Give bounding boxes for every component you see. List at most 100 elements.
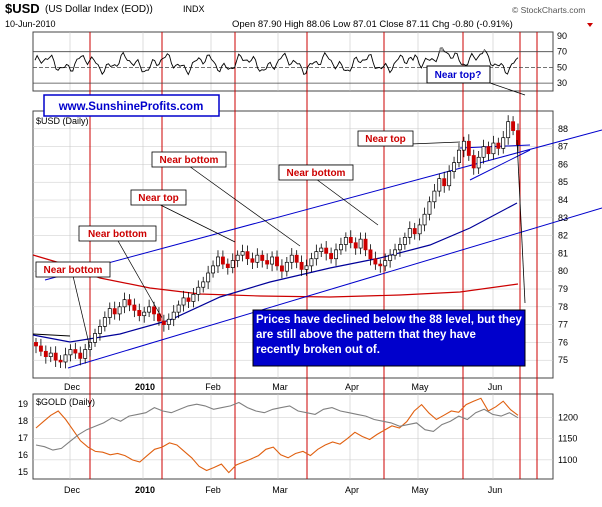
candle-body xyxy=(516,130,520,145)
x-tick-label: Feb xyxy=(205,382,221,392)
candle-body xyxy=(127,299,132,306)
price-tick-label: 85 xyxy=(558,177,568,187)
gold-right-tick: 1100 xyxy=(558,455,577,465)
candle-body xyxy=(206,272,211,283)
candle-body xyxy=(466,140,471,156)
candle-body xyxy=(275,256,279,267)
x-tick-label: Feb xyxy=(205,485,221,495)
x-tick-label: May xyxy=(411,485,429,495)
candle-body xyxy=(511,121,516,131)
candle-body xyxy=(501,137,506,149)
candle-body xyxy=(265,260,270,265)
candle-body xyxy=(43,350,48,357)
candle-body xyxy=(176,304,181,313)
candle-body xyxy=(230,260,235,268)
x-tick-label: Jun xyxy=(488,485,503,495)
annotation-pointer xyxy=(188,165,301,247)
candle-body xyxy=(161,320,166,325)
candle-body xyxy=(216,256,220,267)
annotation-pointer xyxy=(315,178,379,226)
ma-50-line xyxy=(32,202,518,343)
candle-body xyxy=(476,156,481,169)
gold-right-tick: 1200 xyxy=(558,412,578,422)
annotation-pointer xyxy=(72,275,91,349)
candle-body xyxy=(363,238,368,251)
x-tick-label: 2010 xyxy=(135,485,155,495)
price-tick-label: 88 xyxy=(558,124,568,134)
date-text: 10-Jun-2010 xyxy=(5,19,56,29)
lower-channel-line xyxy=(67,207,602,369)
candle-body xyxy=(319,247,324,252)
candle-body xyxy=(270,256,275,265)
gold-left-tick: 18 xyxy=(18,416,28,426)
annotation-label: Near bottom xyxy=(88,229,147,240)
candle-body xyxy=(196,286,201,295)
candle-body xyxy=(34,342,38,347)
candle-body xyxy=(235,254,240,261)
candle-body xyxy=(338,244,343,251)
annotation-box xyxy=(78,225,157,242)
candle-body xyxy=(309,258,314,267)
candle-body xyxy=(398,244,402,251)
candle-body xyxy=(368,249,373,260)
candle-body xyxy=(294,254,299,263)
candle-body xyxy=(378,263,383,267)
note-text: Prices have declined below the 88 level,… xyxy=(256,314,522,356)
ohlc-text: Open 87.90 High 88.06 Low 87.01 Close 87… xyxy=(232,19,513,30)
annotation-label: Near top xyxy=(138,193,179,204)
rsi-tick-label: 90 xyxy=(557,31,567,41)
candle-body xyxy=(83,349,88,359)
candle-body xyxy=(186,297,191,302)
rsi-panel xyxy=(32,31,554,92)
price-panel xyxy=(32,110,554,379)
price-tick-label: 77 xyxy=(558,320,568,330)
candle-body xyxy=(240,251,245,256)
candle-body xyxy=(314,251,319,260)
pattern-line-lower xyxy=(469,149,531,181)
candle-body xyxy=(225,263,230,268)
candle-body xyxy=(324,247,329,254)
candle-body xyxy=(107,308,112,318)
upper-channel-line xyxy=(44,129,602,281)
x-tick-label: May xyxy=(411,382,429,392)
candle-body xyxy=(373,258,378,265)
price-panel-title: $USD (Daily) xyxy=(36,116,89,126)
annotation-box xyxy=(130,189,187,206)
note-box xyxy=(252,309,526,367)
candle-body xyxy=(481,146,486,158)
candle-body xyxy=(457,149,461,163)
x-tick-label: Dec xyxy=(64,382,81,392)
candle-body xyxy=(471,155,476,169)
early-trendline xyxy=(32,333,71,337)
rsi-tick-label: 50 xyxy=(557,62,567,72)
x-tick-label: Apr xyxy=(345,382,359,392)
x-tick-label: Jun xyxy=(488,382,503,392)
symbol-text: $USD xyxy=(5,1,40,16)
candle-body xyxy=(152,306,156,315)
candle-body xyxy=(461,140,466,151)
candle-body xyxy=(122,299,127,308)
rsi-tick-label: 70 xyxy=(557,47,567,57)
candle-body xyxy=(102,317,107,327)
annotation-box xyxy=(35,261,111,278)
candle-body xyxy=(299,261,304,270)
candle-body xyxy=(329,253,334,260)
candle-body xyxy=(437,178,442,192)
candle-body xyxy=(53,352,58,361)
price-tick-label: 78 xyxy=(558,302,568,312)
note-pointer xyxy=(516,139,526,304)
candle-body xyxy=(358,238,363,249)
candle-body xyxy=(117,306,122,315)
candle-body xyxy=(447,171,452,187)
annotation-box xyxy=(278,164,354,181)
brand-text: © StockCharts.com xyxy=(512,5,585,15)
gold-left-tick: 19 xyxy=(18,399,28,409)
price-tick-label: 82 xyxy=(558,231,568,241)
candle-body xyxy=(452,162,457,172)
candle-body xyxy=(166,318,171,325)
candle-body xyxy=(496,142,501,149)
near-top-question-box xyxy=(426,65,491,84)
candle-body xyxy=(245,251,250,260)
axis-labels: Dec Dec 2010 2010 Feb Feb Mar Mar Apr Apr May May Ju… xyxy=(18,31,578,495)
